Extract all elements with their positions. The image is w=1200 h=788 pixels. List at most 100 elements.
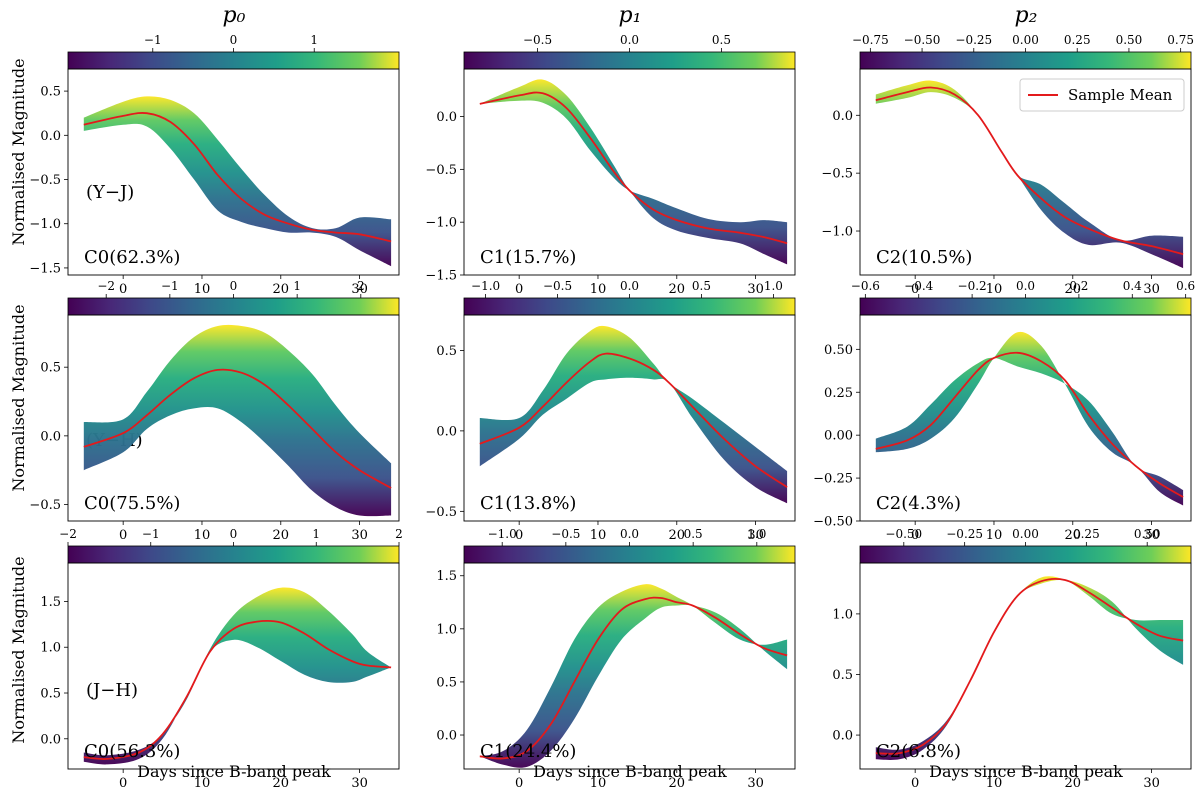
mean-line	[875, 86, 1184, 256]
x-tick-label: 30	[1143, 282, 1160, 297]
x-tick-label: 0	[119, 282, 127, 297]
component-label: C0(62.3%)	[84, 247, 180, 268]
colorbar-tick-label: −0.50	[885, 527, 922, 541]
colorbar-tick-label: −0.6	[851, 279, 880, 293]
ylabel-row-3: Normalised Magnitude	[9, 556, 28, 743]
colorbar-tick-label: 1	[312, 527, 320, 541]
component-label: C2(6.8%)	[876, 741, 961, 762]
y-axis-labels: Normalised Magnitude Normalised Magnitud…	[9, 58, 28, 743]
colorbar-tick-label: −0.25	[946, 527, 983, 541]
x-tick-label: 10	[590, 776, 607, 788]
panel-0-2: −0.75 −0.50 −0.25 0.00 0.25 0.50 0.750.0−0.5−1…	[821, 33, 1194, 297]
panel-0-1: −0.5 0.0 0.5 0.0 −0.5 −1.0 −1.5 0 10 20 30 C1(15.7%…	[425, 33, 796, 297]
y-tick-label: 1.0	[40, 641, 61, 656]
x-tick-label: 20	[273, 528, 290, 543]
x-tick-label: 10	[986, 776, 1003, 788]
axes-frame	[859, 314, 1192, 522]
y-tick-label: 0.5	[40, 361, 61, 376]
mean-line	[479, 91, 788, 245]
y-tick-label: −0.25	[813, 472, 853, 487]
y-tick-label: 0.0	[832, 109, 853, 124]
y-tick-label: 1.5	[40, 595, 61, 610]
x-tick-label: 20	[1065, 528, 1082, 543]
colorbar-tick-label: 0.0	[1016, 279, 1035, 293]
y-tick-label: −0.5	[821, 167, 853, 182]
colorbar	[67, 297, 400, 316]
axes-frame	[463, 314, 796, 522]
colorbar	[463, 545, 796, 564]
component-label: C1(13.8%)	[480, 493, 576, 514]
x-tick-label: 20	[669, 776, 686, 788]
x-tick-label: 10	[194, 776, 211, 788]
variation-band	[479, 325, 788, 504]
y-tick-label: 0.0	[40, 129, 61, 144]
colorbar-tick-label: 0.0	[620, 33, 639, 47]
x-tick-label: 0	[119, 528, 127, 543]
colorbar	[859, 297, 1192, 316]
colorbar-tick-label: 1.0	[747, 527, 766, 541]
y-tick-label: 1.5	[436, 569, 457, 584]
mean-line	[479, 352, 788, 488]
mean-line	[479, 596, 788, 760]
colorbar-tick-label: 0.00	[1012, 527, 1039, 541]
colorbar-tick-label: −0.75	[852, 33, 889, 47]
y-tick-label: −1.0	[29, 217, 61, 232]
colorbar-tick-label: −0.5	[543, 279, 572, 293]
x-tick-label: 30	[351, 528, 368, 543]
x-tick-label: 0	[119, 776, 127, 788]
colorbar	[859, 51, 1192, 70]
y-tick-label: 0.0	[832, 729, 853, 744]
y-tick-label: 0.5	[40, 85, 61, 100]
x-tick-label: 0	[911, 528, 919, 543]
mean-line	[83, 112, 392, 243]
x-tick-label: 30	[351, 776, 368, 788]
colorbar-tick-label: 0	[230, 279, 238, 293]
axes-frame	[67, 68, 400, 276]
axes-frame	[67, 314, 400, 522]
colorbar-tick-label: 0.6	[1176, 279, 1195, 293]
colorbar-tick-label: 1	[310, 33, 318, 47]
colorbar-tick-label: 1	[293, 279, 301, 293]
y-tick-label: 0.5	[436, 675, 457, 690]
y-tick-label: −1.5	[425, 269, 457, 284]
colorbar-tick-label: −1	[142, 527, 160, 541]
axes-frame	[67, 562, 400, 770]
x-tick-label: 30	[747, 776, 764, 788]
colorbar-tick-label: −1	[161, 279, 179, 293]
y-tick-label: 0.0	[40, 429, 61, 444]
x-tick-label: 20	[1065, 776, 1082, 788]
x-tick-label: 30	[747, 282, 764, 297]
x-tick-label: 0	[911, 282, 919, 297]
variation-band	[875, 331, 1184, 506]
panel-2-2: −0.50 −0.25 0.00 0.25 0.501.00.50.00 10 20 30C2…	[832, 527, 1192, 788]
y-tick-label: 0.0	[436, 110, 457, 125]
y-tick-label: 0.25	[824, 386, 853, 401]
colorbar-tick-label: 0.4	[1123, 279, 1142, 293]
colorbar	[67, 545, 400, 564]
colorbar-tick-label: −0.5	[551, 527, 580, 541]
y-tick-label: 1.0	[832, 607, 853, 622]
colorbar-tick-label: 0.50	[1116, 33, 1143, 47]
x-tick-label: 0	[515, 528, 523, 543]
component-label: C0(75.5%)	[84, 493, 180, 514]
x-tick-label: 10	[194, 528, 211, 543]
colorbar-tick-label: 0.0	[620, 279, 639, 293]
colorbar-tick-label: 0.50	[1134, 527, 1161, 541]
colorbar-tick-label: −0.4	[904, 279, 934, 293]
xlabel-col-2: Days since B-band peak	[533, 762, 727, 781]
colorbar	[463, 51, 796, 70]
variation-band	[83, 96, 392, 267]
colorbar-tick-label: 0.5	[692, 279, 711, 293]
x-tick-label: 0	[911, 776, 919, 788]
colorbar-tick-label: 0.2	[1069, 279, 1088, 293]
x-tick-label: 0	[515, 776, 523, 788]
x-tick-label: 20	[1065, 282, 1082, 297]
panels: −1 0 10.50.0−0.5−1.0−1.50 10 20 30C0(62.3%)−0…	[29, 33, 1195, 788]
panel-2-0: −2 −1 0 1 2 1.5 1.0 0.5 0.0 0 10 20 30 C0(56.3%)	[40, 527, 403, 788]
colorbar-tick-label: −0.2	[958, 279, 987, 293]
x-tick-label: 30	[1143, 776, 1160, 788]
x-tick-label: 20	[273, 776, 290, 788]
colorbar-tick-label: 0.25	[1073, 527, 1100, 541]
x-tick-label: 10	[194, 282, 211, 297]
